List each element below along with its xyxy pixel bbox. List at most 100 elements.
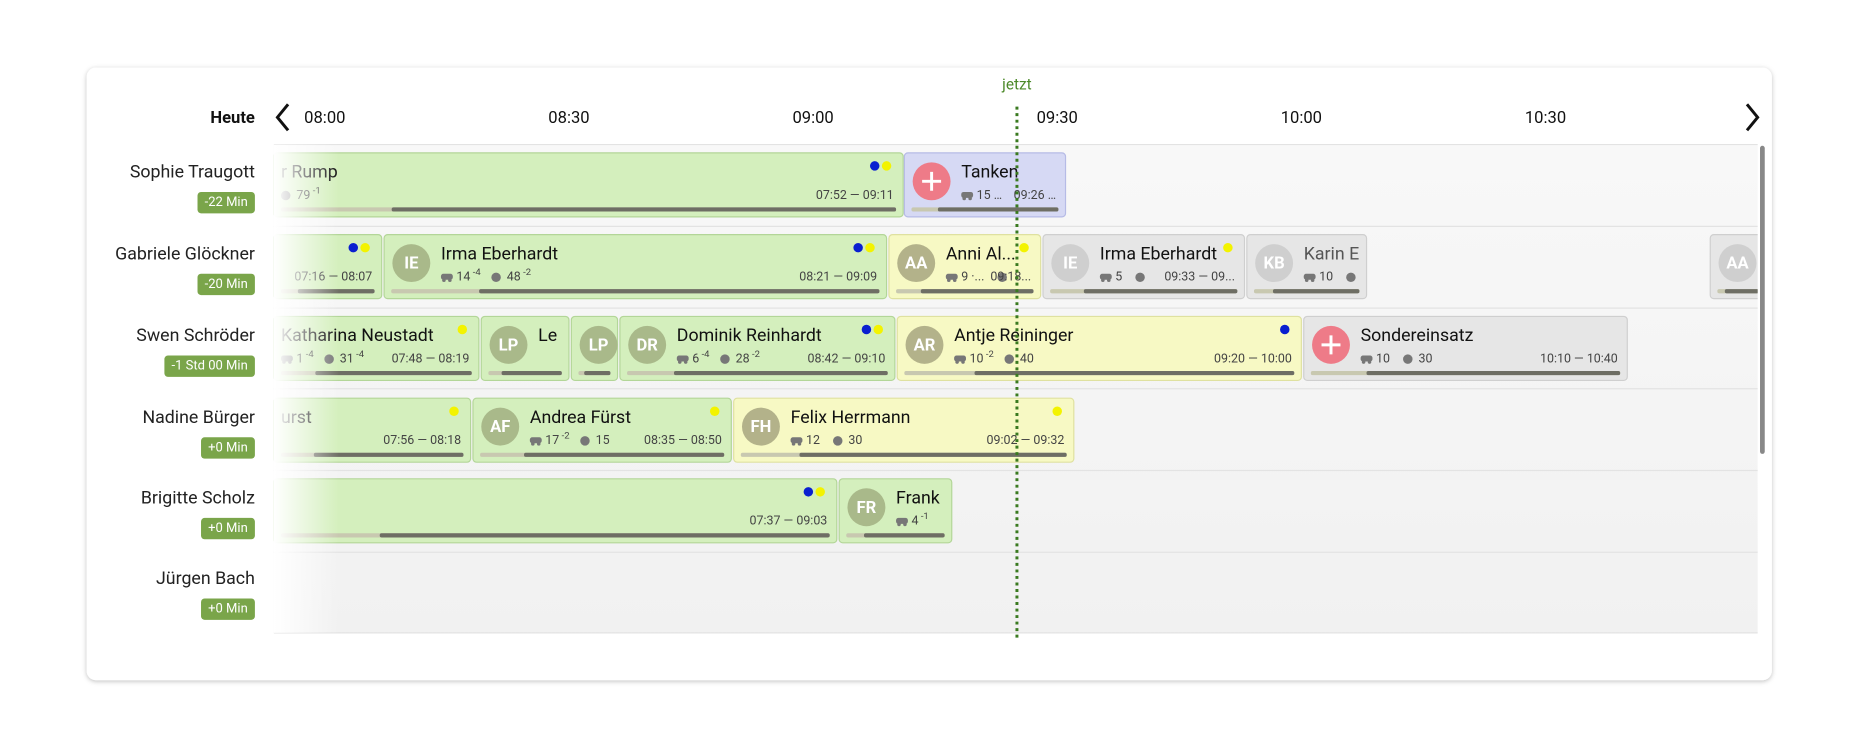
card-bg bbox=[1303, 315, 1628, 382]
status-dot bbox=[457, 324, 468, 335]
appointment-card[interactable]: FR Frank 4 -1 bbox=[838, 478, 953, 544]
appointment-card[interactable]: IE Irma Eberhardt 5 09:33 — 09... bbox=[1042, 234, 1246, 300]
car-wheel bbox=[962, 196, 966, 201]
card-bg bbox=[472, 397, 732, 463]
avatar-initials: KB bbox=[1264, 255, 1285, 274]
status-dot bbox=[1019, 242, 1029, 253]
status-dot bbox=[1280, 324, 1290, 335]
stat-delta: -1 bbox=[921, 511, 929, 522]
card-bg bbox=[896, 315, 1302, 382]
status-dot bbox=[348, 242, 359, 253]
avatar-initials: IE bbox=[404, 255, 418, 274]
appointment-card[interactable]: FH Felix Herrmann 12 30 09:02 — 09:32 bbox=[733, 397, 1075, 463]
stat-value: 15 … bbox=[977, 188, 1002, 203]
avatar-initials: AF bbox=[490, 418, 510, 437]
appointment-card[interactable]: KB Karin E 10 bbox=[1246, 234, 1368, 300]
appointment-card[interactable]: LP bbox=[570, 315, 619, 382]
resource-name: Swen Schröder bbox=[136, 326, 255, 346]
appointment-card[interactable]: 07:37 — 09:03 bbox=[273, 478, 838, 544]
appointment-card[interactable]: Tanken 15 … 09:26 … bbox=[903, 152, 1067, 218]
delay-badge bbox=[201, 437, 255, 459]
day-label: Heute bbox=[210, 109, 255, 128]
avatar bbox=[741, 407, 780, 446]
status-dot bbox=[881, 161, 892, 171]
car-icon bbox=[945, 273, 958, 280]
appointment-name: Karin E bbox=[1304, 244, 1359, 264]
timer-icon bbox=[580, 436, 590, 446]
avatar-initials: LP bbox=[499, 336, 519, 355]
stat-value: 40 bbox=[1020, 351, 1034, 366]
appointment-time: 07:37 — 09:03 bbox=[749, 514, 827, 529]
car-wheel bbox=[531, 442, 535, 446]
status-dot bbox=[869, 161, 880, 171]
appointment-card[interactable]: AA bbox=[1709, 234, 1766, 300]
appointment-card[interactable]: AA Anni Al... 9 ·... 09:18... bbox=[888, 234, 1042, 300]
appointment-card[interactable]: r Rump79-107:52 — 09:11 bbox=[273, 152, 904, 218]
status-dot bbox=[803, 487, 814, 497]
resource-name: Sophie Traugott bbox=[130, 163, 255, 183]
delay-badge-text: +0 Min bbox=[208, 440, 248, 455]
appointment-time: 07:52 — 09:11 bbox=[816, 188, 894, 203]
card-bg bbox=[383, 234, 888, 300]
car-icon bbox=[440, 273, 453, 280]
stat-value: 28 bbox=[736, 351, 750, 366]
car-icon bbox=[1303, 273, 1316, 280]
scrollbar[interactable] bbox=[1760, 145, 1765, 454]
avatar-initials: AA bbox=[905, 255, 928, 274]
appointment-time: 09:18... bbox=[990, 270, 1031, 285]
resource-name: Brigitte Scholz bbox=[141, 489, 255, 509]
avatar bbox=[1718, 244, 1757, 283]
appointment-card[interactable]: Sondereinsatz 10 30 10:10 — 10:40 bbox=[1303, 315, 1628, 382]
car-wheel bbox=[1107, 278, 1111, 283]
timer-icon bbox=[833, 436, 843, 446]
status-dot bbox=[449, 406, 459, 416]
stat-value: 15 bbox=[596, 433, 610, 448]
progress bbox=[937, 207, 1059, 212]
appointment-card[interactable]: IE Irma Eberhardt 14 -4 48 -2 08:21 — 09:09 bbox=[383, 234, 888, 300]
timer-icon bbox=[1004, 354, 1014, 364]
status-dot bbox=[865, 242, 875, 253]
progress bbox=[799, 452, 1067, 457]
status-dot bbox=[853, 242, 863, 253]
stat-delta: -2 bbox=[986, 349, 994, 360]
card-bg bbox=[1042, 234, 1246, 300]
stat-value: 9 ·... bbox=[961, 270, 984, 285]
car-wheel bbox=[903, 522, 907, 527]
timer-icon bbox=[997, 272, 1007, 283]
car-icon bbox=[1099, 273, 1112, 280]
appointment-name: Irma Eberhardt bbox=[1100, 244, 1217, 264]
prev-button[interactable] bbox=[275, 103, 290, 132]
timer-icon bbox=[491, 272, 501, 283]
stat-value: 10 bbox=[1319, 270, 1333, 285]
delay-badge-text: -20 Min bbox=[205, 277, 248, 292]
status-dot bbox=[815, 487, 825, 497]
avatar bbox=[579, 325, 618, 364]
avatar-initials: LP bbox=[589, 336, 609, 355]
car-wheel bbox=[1361, 360, 1366, 364]
stat-value: 17 bbox=[545, 433, 559, 448]
car-wheel bbox=[961, 360, 965, 364]
resource-name: Nadine Bürger bbox=[142, 408, 254, 428]
car-icon bbox=[961, 191, 974, 198]
car-wheel bbox=[968, 196, 972, 201]
next-button[interactable] bbox=[1745, 103, 1760, 132]
status-dot bbox=[861, 324, 872, 335]
avatar bbox=[1051, 244, 1090, 283]
progress bbox=[379, 533, 830, 538]
appointment-card[interactable]: LP Le bbox=[480, 315, 570, 382]
timer-icon bbox=[1403, 354, 1413, 364]
appointment-card[interactable]: DR Dominik Reinhardt 6 -4 28 -2 08:42 — 09:10 bbox=[619, 315, 896, 382]
avatar-initials: DR bbox=[636, 336, 658, 355]
car-wheel bbox=[897, 522, 901, 527]
appointment-card[interactable]: AF Andrea Fürst 17 -2 15 08:35 — 08:50 bbox=[472, 397, 732, 463]
stat-value: 48 bbox=[507, 270, 521, 285]
timer-icon bbox=[1346, 272, 1356, 283]
avatar bbox=[897, 244, 936, 283]
appointment-card[interactable]: AR Antje Reininger 10 -2 40 09:20 — 10:00 bbox=[896, 315, 1302, 382]
appointment-name: Anni Al... bbox=[946, 244, 1016, 264]
car-wheel bbox=[1304, 278, 1309, 283]
avatar bbox=[481, 407, 520, 446]
appointment-time: 08:21 — 09:09 bbox=[799, 270, 877, 285]
progress bbox=[1366, 370, 1621, 376]
